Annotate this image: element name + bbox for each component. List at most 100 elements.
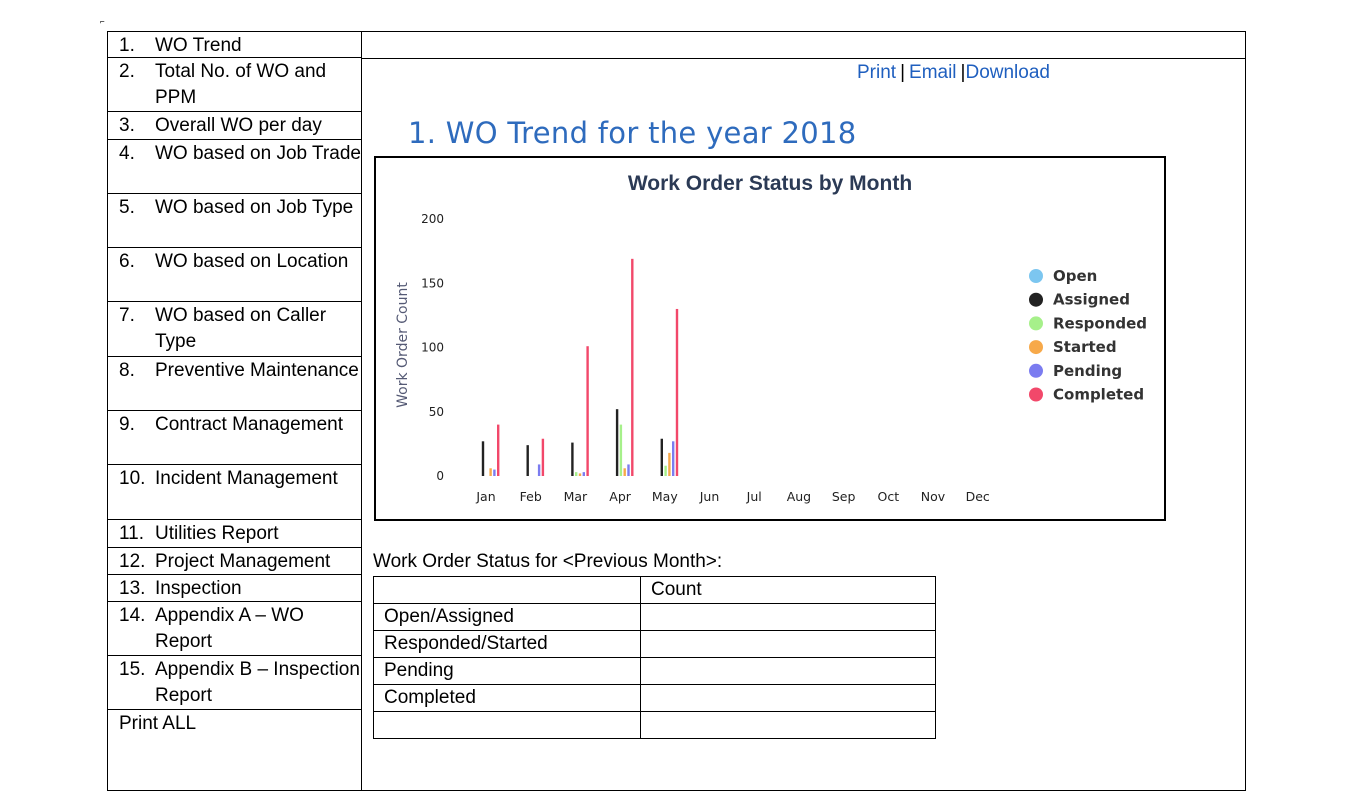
y-axis-label: Work Order Count xyxy=(395,282,411,408)
nav-item-label: WO based on Job Trade xyxy=(155,143,361,164)
status-label-cell: Pending xyxy=(373,657,641,685)
x-tick-label: Jun xyxy=(699,489,720,504)
nav-item-12[interactable]: 12. Project Management xyxy=(108,548,361,575)
nav-item-14[interactable]: 14. Appendix A – WO Report xyxy=(108,602,361,656)
download-link[interactable]: Download xyxy=(965,62,1050,83)
nav-item-number: 12. xyxy=(119,551,146,572)
legend-label: Open xyxy=(1053,267,1097,285)
status-count-cell xyxy=(640,630,936,658)
legend-label: Responded xyxy=(1053,314,1147,332)
nav-item-number: 3. xyxy=(119,115,135,136)
status-table-row: Completed xyxy=(373,684,936,712)
x-tick-label: Nov xyxy=(921,489,946,504)
nav-item-label: WO Trend xyxy=(155,35,242,56)
bar-started-may xyxy=(668,452,671,476)
nav-item-number: 2. xyxy=(119,61,135,82)
status-table-row xyxy=(373,711,936,739)
nav-item-5[interactable]: 5. WO based on Job Type xyxy=(108,194,361,248)
legend-marker-completed xyxy=(1029,387,1043,402)
bar-started-jan xyxy=(489,468,492,476)
print-link[interactable]: Print xyxy=(857,62,897,83)
y-tick-label: 150 xyxy=(421,276,444,290)
x-tick-label: Jul xyxy=(746,489,762,504)
status-count-cell xyxy=(640,711,936,739)
status-label-cell: Open/Assigned xyxy=(373,603,641,631)
nav-item-label: WO based on Job Type xyxy=(155,197,354,218)
sidebar-divider xyxy=(361,31,362,791)
status-table-row: Open/Assigned xyxy=(373,603,936,631)
bar-assigned-jan xyxy=(481,441,485,476)
legend-label: Completed xyxy=(1053,386,1144,404)
bar-responded-apr xyxy=(619,424,623,476)
nav-item-number: 8. xyxy=(119,360,135,381)
nav-item-1[interactable]: 1. WO Trend xyxy=(108,32,361,58)
print-all-link[interactable]: Print ALL xyxy=(108,710,361,738)
y-tick-label: 100 xyxy=(421,341,444,355)
bar-responded-mar xyxy=(575,472,578,476)
bar-started-mar xyxy=(578,473,582,476)
legend-marker-assigned xyxy=(1029,292,1043,307)
bar-pending-jan xyxy=(493,469,496,476)
status-count-cell xyxy=(640,684,936,712)
x-tick-label: Jan xyxy=(475,489,495,504)
chart-svg: Work Order Status by Month Work Order Cou… xyxy=(395,172,1147,504)
status-table-row: Pending xyxy=(373,657,936,685)
nav-item-7[interactable]: 7. WO based on Caller Type xyxy=(108,302,361,357)
nav-item-8[interactable]: 8. Preventive Maintenance xyxy=(108,357,361,411)
legend-marker-responded xyxy=(1029,316,1043,331)
nav-item-3[interactable]: 3. Overall WO per day xyxy=(108,112,361,140)
nav-item-10[interactable]: 10. Incident Management xyxy=(108,465,361,520)
nav-item-11[interactable]: 11. Utilities Report xyxy=(108,520,361,548)
nav-item-label: Overall WO per day xyxy=(155,115,322,136)
bar-completed-jan xyxy=(497,424,500,476)
x-tick-label: Apr xyxy=(609,489,631,504)
status-table: Count Open/Assigned Responded/Started Pendi… xyxy=(373,576,936,739)
legend-marker-started xyxy=(1029,340,1043,355)
nav-item-label: Project Management xyxy=(155,551,331,572)
nav-item-label: Utilities Report xyxy=(155,523,279,544)
nav-item-label: WO based on Caller Type xyxy=(155,305,327,352)
nav-item-number: 13. xyxy=(119,578,146,599)
bar-pending-apr xyxy=(627,464,630,476)
bar-completed-mar xyxy=(586,346,589,476)
nav-item-13[interactable]: 13. Inspection xyxy=(108,575,361,602)
nav-item-number: 1. xyxy=(119,35,135,56)
legend-marker-pending xyxy=(1029,363,1043,378)
email-link[interactable]: Email xyxy=(909,62,957,83)
nav-item-label: WO based on Location xyxy=(155,251,349,272)
nav-item-number: 15. xyxy=(119,659,146,680)
print-all-label: Print ALL xyxy=(119,713,197,734)
status-caption: Work Order Status for <Previous Month>: xyxy=(373,551,723,572)
nav-item-9[interactable]: 9. Contract Management xyxy=(108,411,361,465)
section-title: 1. WO Trend for the year 2018 xyxy=(408,116,857,150)
bar-assigned-mar xyxy=(571,442,574,476)
x-tick-label: Oct xyxy=(877,489,899,504)
nav-item-2[interactable]: 2. Total No. of WO and PPM xyxy=(108,58,361,112)
x-tick-label: May xyxy=(652,489,678,504)
legend-label: Assigned xyxy=(1053,291,1130,309)
x-tick-label: Feb xyxy=(520,489,542,504)
link-separator: | xyxy=(900,62,906,83)
bar-completed-may xyxy=(675,308,679,476)
status-table-row: Responded/Started xyxy=(373,630,936,658)
nav-item-number: 14. xyxy=(119,605,146,626)
status-label-cell: Completed xyxy=(373,684,641,712)
nav-item-15[interactable]: 15. Appendix B – Inspection Report xyxy=(108,656,361,710)
status-count-cell xyxy=(640,657,936,685)
bar-pending-feb xyxy=(537,464,541,476)
legend-marker-open xyxy=(1029,269,1043,283)
report-sidebar: 1. WO Trend 2. Total No. of WO and PPM 3. Ove… xyxy=(108,32,361,738)
y-tick-label: 50 xyxy=(429,405,444,419)
status-table-header: Count xyxy=(373,576,936,604)
nav-item-label: Appendix A – WO Report xyxy=(155,605,304,652)
status-count-cell xyxy=(640,603,936,631)
nav-item-number: 10. xyxy=(119,468,146,489)
x-tick-label: Dec xyxy=(966,489,990,504)
nav-item-label: Inspection xyxy=(155,578,242,599)
bar-assigned-apr xyxy=(615,409,619,476)
bar-assigned-feb xyxy=(526,445,529,476)
x-tick-label: Aug xyxy=(787,489,811,504)
nav-item-6[interactable]: 6. WO based on Location xyxy=(108,248,361,302)
nav-item-4[interactable]: 4. WO based on Job Trade xyxy=(108,140,361,194)
x-tick-label: Mar xyxy=(564,489,588,504)
